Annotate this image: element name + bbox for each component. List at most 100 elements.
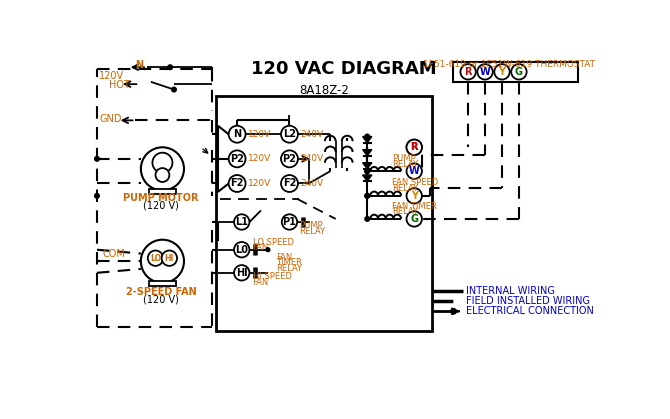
- Circle shape: [228, 126, 246, 143]
- Text: R: R: [464, 67, 472, 77]
- Circle shape: [228, 175, 246, 192]
- Circle shape: [155, 168, 170, 182]
- Circle shape: [234, 242, 249, 257]
- Text: P2: P2: [283, 154, 296, 164]
- Text: RELAY: RELAY: [277, 264, 303, 273]
- Text: COM: COM: [103, 248, 125, 259]
- Text: FAN: FAN: [253, 243, 269, 252]
- Bar: [149, 281, 176, 286]
- Text: L1: L1: [235, 217, 249, 227]
- Circle shape: [281, 126, 298, 143]
- Text: PUMP MOTOR: PUMP MOTOR: [123, 193, 198, 203]
- Circle shape: [152, 153, 172, 173]
- Circle shape: [168, 65, 172, 70]
- Circle shape: [407, 188, 422, 204]
- Circle shape: [407, 163, 422, 179]
- Text: N: N: [233, 129, 241, 139]
- Text: PUMP: PUMP: [392, 154, 415, 163]
- Text: W: W: [409, 166, 419, 176]
- Text: G: G: [410, 214, 418, 224]
- Circle shape: [407, 140, 422, 155]
- Text: HOT: HOT: [109, 80, 129, 90]
- Text: 120 VAC DIAGRAM: 120 VAC DIAGRAM: [251, 59, 436, 78]
- Circle shape: [141, 240, 184, 283]
- Circle shape: [94, 194, 99, 198]
- Circle shape: [365, 169, 370, 173]
- Circle shape: [141, 147, 184, 190]
- Circle shape: [407, 211, 422, 227]
- Text: P2: P2: [230, 154, 244, 164]
- Text: L2: L2: [283, 129, 296, 139]
- Text: FAN: FAN: [277, 253, 293, 262]
- Circle shape: [281, 150, 298, 167]
- Text: 1F51-619 or 1F51W-619 THERMOSTAT: 1F51-619 or 1F51W-619 THERMOSTAT: [423, 59, 595, 69]
- Circle shape: [234, 265, 249, 280]
- Circle shape: [365, 134, 370, 139]
- Circle shape: [494, 64, 510, 80]
- Circle shape: [365, 217, 370, 221]
- Text: RELAY: RELAY: [392, 160, 418, 169]
- Bar: [149, 189, 176, 194]
- Text: 2-SPEED FAN: 2-SPEED FAN: [125, 287, 196, 297]
- Bar: [216, 96, 432, 331]
- Text: 120V: 120V: [248, 179, 271, 188]
- Text: ELECTRICAL CONNECTION: ELECTRICAL CONNECTION: [466, 306, 594, 316]
- Text: (120 V): (120 V): [143, 295, 179, 305]
- Circle shape: [365, 169, 370, 173]
- Polygon shape: [362, 150, 372, 156]
- Text: P1: P1: [283, 217, 296, 227]
- Text: HI SPEED: HI SPEED: [253, 272, 291, 281]
- Text: G: G: [515, 67, 523, 77]
- Circle shape: [266, 248, 270, 252]
- Circle shape: [234, 214, 249, 230]
- Text: (120 V): (120 V): [143, 201, 179, 211]
- Circle shape: [451, 309, 456, 314]
- Circle shape: [172, 87, 176, 92]
- Circle shape: [511, 64, 527, 80]
- Text: HI: HI: [165, 253, 174, 263]
- Text: L0: L0: [235, 245, 249, 255]
- Text: Y: Y: [498, 67, 505, 77]
- Text: F2: F2: [230, 178, 244, 189]
- Text: INTERNAL WIRING: INTERNAL WIRING: [466, 286, 555, 296]
- Polygon shape: [362, 175, 372, 181]
- Text: R: R: [411, 142, 418, 152]
- Text: TIMER: TIMER: [277, 258, 302, 267]
- Text: RELAY: RELAY: [392, 207, 418, 217]
- Circle shape: [365, 194, 370, 198]
- Circle shape: [161, 251, 177, 266]
- Text: LO: LO: [150, 253, 161, 263]
- Circle shape: [281, 175, 298, 192]
- Text: FAN: FAN: [253, 277, 269, 287]
- Polygon shape: [362, 163, 372, 169]
- Circle shape: [365, 194, 370, 198]
- Text: LO SPEED: LO SPEED: [253, 238, 293, 246]
- Circle shape: [282, 214, 297, 230]
- Text: Y: Y: [411, 191, 417, 201]
- Circle shape: [477, 64, 492, 80]
- Text: 120V: 120V: [99, 71, 125, 81]
- Text: HI: HI: [236, 268, 247, 278]
- Text: W: W: [480, 67, 490, 77]
- Text: 240V: 240V: [300, 130, 324, 139]
- Text: 120V: 120V: [248, 154, 271, 163]
- Polygon shape: [362, 137, 372, 143]
- Text: 240V: 240V: [300, 154, 324, 163]
- Text: R: R: [411, 142, 418, 152]
- Bar: [454, 62, 578, 82]
- Text: RELAY: RELAY: [299, 227, 326, 236]
- Text: GND: GND: [99, 114, 122, 124]
- Text: 8A18Z-2: 8A18Z-2: [299, 84, 349, 97]
- Text: N: N: [135, 60, 143, 70]
- Circle shape: [94, 157, 99, 161]
- Text: FAN SPEED: FAN SPEED: [392, 178, 438, 187]
- Text: 240V: 240V: [300, 179, 324, 188]
- Text: 120V: 120V: [248, 130, 271, 139]
- Circle shape: [148, 251, 163, 266]
- Text: F2: F2: [283, 178, 296, 189]
- Text: FIELD INSTALLED WIRING: FIELD INSTALLED WIRING: [466, 296, 590, 306]
- Text: PUMP: PUMP: [299, 220, 323, 230]
- Text: RELAY: RELAY: [392, 184, 418, 193]
- Text: FAN TIMER: FAN TIMER: [392, 202, 437, 211]
- Circle shape: [460, 64, 476, 80]
